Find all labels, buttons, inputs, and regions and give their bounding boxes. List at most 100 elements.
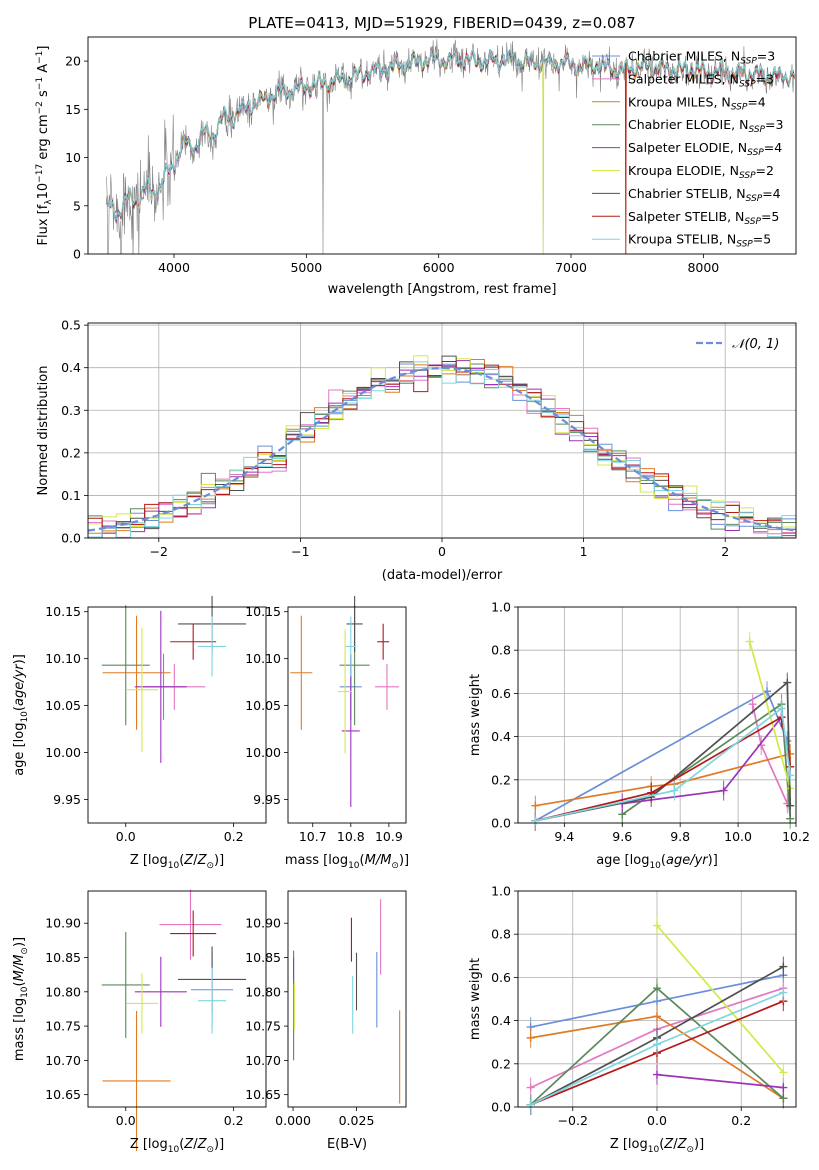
legend-entry-label: 𝒩(0, 1) (732, 337, 779, 352)
y-tick-label: 0.1 (61, 488, 81, 503)
residual-histogram-panel: −2 −1 0 1 2 0.0 0.1 0.2 0.3 0.4 0.5 (data-model)/er… (36, 318, 797, 583)
legend-entry-label: Kroupa STELIB, NSSP=5 (628, 232, 771, 250)
axes-frame (517, 890, 797, 1108)
x-axis-label: wavelength [Angstrom, rest frame] (328, 282, 557, 297)
axes-frame (287, 890, 407, 1108)
y-tick-label: 10.15 (245, 604, 281, 619)
residual-histogram (88, 361, 796, 538)
x-axis-label: Z [log10(Z/Z⊙)] (610, 1137, 704, 1155)
y-axis-label: mass weight (468, 958, 483, 1040)
y-tick-label: 9.95 (53, 792, 81, 807)
y-axis-label: mass [log10(M/M⊙)] (12, 937, 30, 1061)
y-tick-label: 0.0 (491, 1100, 511, 1115)
axes-frame (517, 606, 797, 824)
x-tick-label: 10.7 (299, 829, 327, 844)
age-weight-panel: 9.4 9.6 9.8 10.0 10.2 0.0 0.2 0.4 0.6 0.8 1.0 mass … (468, 600, 810, 872)
y-tick-label: 10.65 (245, 1087, 281, 1102)
y-tick-label: 10.85 (245, 950, 281, 965)
axes-frame (87, 890, 267, 1108)
ebv-mass-panel: 0.000 0.025 10.65 10.70 10.75 10.80 10.85 10.90… (245, 890, 407, 1152)
y-tick-label: 10.80 (245, 984, 281, 999)
x-tick-label: 0.0 (116, 829, 136, 844)
x-tick-label: −0.2 (558, 1113, 588, 1128)
residual-histogram (88, 361, 796, 538)
y-tick-label: 10.00 (45, 745, 81, 760)
x-axis-label: age [log10(age/yr)] (596, 853, 718, 871)
mass-age-panel: 10.7 10.8 10.9 9.95 10.00 10.05 10.10 10.15 mass… (245, 595, 409, 871)
x-tick-label: 1 (580, 544, 588, 559)
y-tick-label: 10.80 (45, 984, 81, 999)
y-tick-label: 10.10 (245, 651, 281, 666)
y-tick-label: 10.05 (245, 698, 281, 713)
mass-weight-line (656, 1073, 784, 1089)
y-tick-label: 20 (65, 54, 81, 69)
x-tick-label: 4000 (158, 260, 190, 275)
spectrum-panel: 4000 5000 6000 7000 8000 0 5 10 15 20 wavelength [… (35, 36, 797, 297)
y-tick-label: 0.0 (61, 531, 81, 546)
y-tick-label: 10.75 (45, 1019, 81, 1034)
z-age-panel: 0.0 0.2 9.95 10.00 10.05 10.10 10.15 Z [log10(Z… (12, 595, 267, 871)
mass-weight-line (535, 706, 792, 822)
x-tick-label: 5000 (290, 260, 322, 275)
y-tick-label: 0.4 (61, 360, 81, 375)
y-tick-label: 0.8 (491, 927, 511, 942)
x-tick-label: 8000 (687, 260, 719, 275)
y-tick-label: 10.70 (245, 1053, 281, 1068)
y-tick-label: 0 (73, 247, 81, 262)
axes-frame (87, 322, 797, 539)
legend-entry-label: Chabrier MILES, NSSP=3 (628, 49, 775, 67)
y-tick-label: 0.5 (61, 318, 81, 333)
plot-area (526, 915, 788, 1115)
plot-area (101, 889, 247, 1151)
y-tick-label: 0.0 (491, 816, 511, 831)
x-tick-label: −1 (291, 544, 309, 559)
x-tick-label: 0.0 (647, 1113, 667, 1128)
y-tick-label: 10.70 (45, 1053, 81, 1068)
legend: Chabrier MILES, NSSP=3 Salpeter MILES, NS… (592, 49, 783, 250)
mass-weight-line (535, 715, 792, 822)
axes-frame (87, 36, 797, 255)
legend-entry-label: Kroupa ELODIE, NSSP=2 (628, 163, 774, 181)
x-axis-label: Z [log10(Z/Z⊙)] (130, 853, 224, 871)
legend-entry-label: Chabrier STELIB, NSSP=4 (628, 186, 781, 204)
y-tick-label: 0.2 (61, 445, 81, 460)
y-tick-label: 10.10 (45, 651, 81, 666)
y-axis-label: mass weight (468, 674, 483, 756)
y-tick-label: 10.00 (245, 745, 281, 760)
mass-weight-line (656, 925, 785, 1073)
x-tick-label: 0 (438, 544, 446, 559)
y-tick-label: 1.0 (491, 884, 511, 899)
y-tick-label: 0.6 (491, 686, 511, 701)
y-tick-label: 0.8 (491, 643, 511, 658)
y-tick-label: 10 (65, 150, 81, 165)
x-tick-label: −2 (150, 544, 168, 559)
y-axis-label: age [log10(age/yr)] (12, 654, 30, 776)
y-tick-label: 15 (65, 102, 81, 117)
x-tick-label: 0.025 (339, 1113, 375, 1128)
y-tick-label: 0.2 (491, 1056, 511, 1071)
x-tick-label: 0.0 (116, 1113, 136, 1128)
y-tick-label: 0.6 (491, 970, 511, 985)
y-tick-label: 0.2 (491, 772, 511, 787)
legend-entry-label: Chabrier ELODIE, NSSP=3 (628, 117, 783, 135)
plot-area (290, 595, 399, 807)
plot-area (293, 899, 401, 1104)
legend-entry-label: Kroupa MILES, NSSP=4 (628, 94, 766, 112)
legend-entry-label: Salpeter MILES, NSSP=3 (628, 71, 774, 89)
y-axis-label: Flux [fλ10−17 erg cm−2 s−1 A−1] (35, 46, 54, 246)
plot-area (106, 39, 796, 254)
x-tick-label: 9.6 (612, 829, 632, 844)
x-axis-label: mass [log10(M/M⊙)] (285, 853, 409, 871)
y-tick-label: 10.75 (245, 1019, 281, 1034)
y-tick-label: 0.4 (491, 729, 511, 744)
x-axis-label: Z [log10(Z/Z⊙)] (130, 1137, 224, 1155)
x-tick-label: 0.2 (224, 829, 244, 844)
z-weight-panel: −0.2 0.0 0.2 0.0 0.2 0.4 0.6 0.8 1.0 mass weight Z… (468, 884, 797, 1155)
normal-reference-curve (88, 367, 796, 532)
x-tick-label: 0.2 (731, 1113, 751, 1128)
axes-frame (87, 606, 267, 824)
z-mass-panel: 0.0 0.2 10.65 10.70 10.75 10.80 10.85 10.90 Z [l… (12, 889, 267, 1155)
x-tick-label: 10.2 (782, 829, 810, 844)
y-tick-label: 10.90 (245, 916, 281, 931)
